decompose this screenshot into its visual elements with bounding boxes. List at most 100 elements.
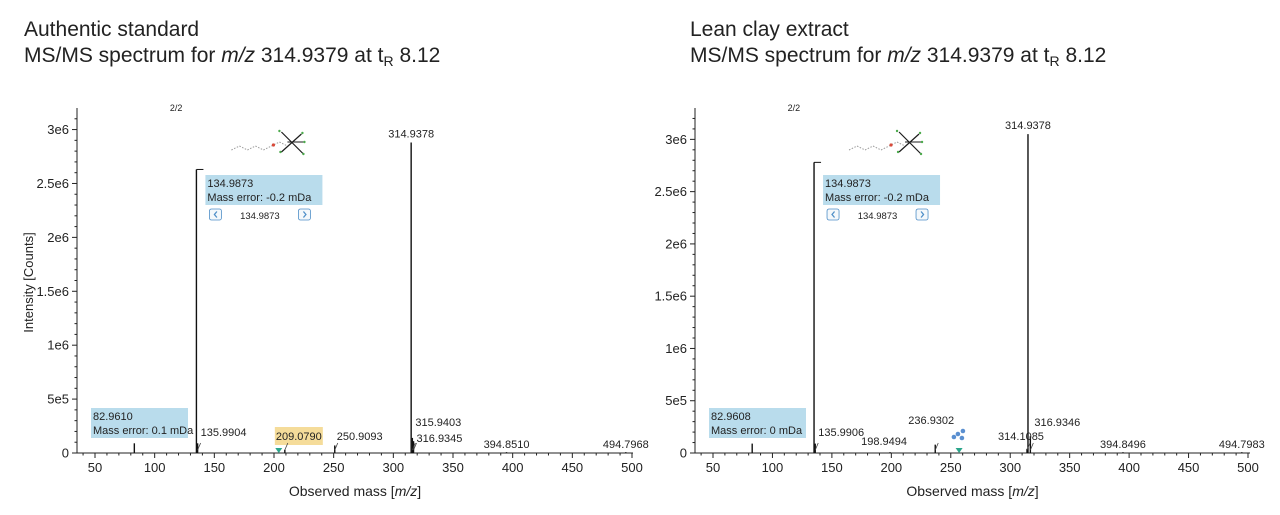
peak-label: 198.9494 [861,436,907,448]
y-tick-label: 1.5e6 [36,284,69,299]
label-leader [814,442,819,451]
left-panel-title: Authentic standard MS/MS spectrum for m/… [24,17,440,69]
peak-label: 314.9378 [388,129,434,141]
annotation-mass-error: Mass error: -0.2 mDa [825,192,930,204]
y-axis-label: Intensity [Counts] [21,232,36,332]
label-leader [197,442,201,451]
annotation-box [709,408,806,438]
label-leader [413,442,417,451]
annotation-value: 134.9873 [825,178,871,190]
y-tick-label: 2.5e6 [36,176,69,191]
peak-label: 314.9378 [1005,120,1051,132]
x-axis-label: Observed mass [m/z] [906,483,1038,499]
nav-next-button[interactable] [915,208,929,221]
right-title-line2: MS/MS spectrum for m/z 314.9379 at tR 8.… [690,44,1107,69]
x-tick-label: 50 [88,460,102,475]
nav-next-icon [302,211,307,218]
peak-label: 135.9904 [201,427,247,439]
nav-next-button[interactable] [298,208,311,221]
peak-label: 494.7968 [603,439,649,451]
x-tick-label: 350 [442,460,464,475]
x-tick-label: 200 [880,460,902,475]
peak-label: 314.1085 [998,431,1044,443]
x-tick-label: 150 [203,460,225,475]
nav-prev-button[interactable] [826,208,840,221]
label-leader [1029,442,1034,451]
highlight-box [274,427,323,445]
peak-label: 394.8496 [1100,439,1146,451]
label-leader [284,442,289,451]
x-tick-label: 300 [382,460,404,475]
annotation-mass-error: Mass error: 0.1 mDa [93,425,194,437]
x-tick-label: 250 [940,460,962,475]
peak-label: 494.7983 [1219,439,1265,451]
x-tick-label: 450 [561,460,583,475]
peak-label: 236.9302 [908,415,954,427]
cluster-dot [959,435,965,441]
annotation-box [205,175,323,205]
peak-label: 250.9093 [337,431,383,443]
x-tick-label: 500 [621,460,643,475]
x-tick-label: 500 [1237,460,1259,475]
annotation-nav-value: 134.9873 [858,211,898,222]
x-tick-label: 450 [1178,460,1200,475]
nav-prev-icon [213,211,218,218]
x-tick-label: 250 [323,460,345,475]
peak-label: 209.0790 [276,431,322,443]
annotation-mass-error: Mass error: 0 mDa [711,425,803,437]
molecule-structure-icon [848,129,924,156]
annotation-value: 82.9608 [711,411,751,423]
x-tick-label: 200 [263,460,285,475]
y-tick-label: 2e6 [665,236,687,251]
y-tick-label: 0 [62,446,69,461]
x-tick-label: 300 [999,460,1021,475]
peak-label: 316.9345 [417,433,463,445]
y-tick-label: 3e6 [47,122,69,137]
annotation-value: 82.9610 [93,411,133,423]
cluster-dot [960,428,966,434]
label-leader [334,442,339,451]
x-tick-label: 100 [144,460,166,475]
y-tick-label: 1e6 [47,338,69,353]
spectrum-panel-2: 50 100 150 200 250 300 350 400 450 500 0 5e5 1e6 1.5e… [654,103,1264,499]
x-tick-label: 400 [1118,460,1140,475]
x-tick-label: 350 [1059,460,1081,475]
y-tick-label: 2.5e6 [654,184,687,199]
page-indicator: 2/2 [788,103,801,113]
annotation-nav-value: 134.9873 [240,211,280,222]
x-tick-label: 400 [502,460,524,475]
cluster-dot [951,434,957,440]
y-tick-label: 2e6 [47,230,69,245]
cluster-dot [955,431,961,437]
x-tick-label: 100 [762,460,784,475]
page-indicator: 2/2 [170,103,183,113]
nav-next-icon [920,211,925,218]
x-axis-label: Observed mass [m/z] [289,483,421,499]
nav-prev-icon [831,211,836,218]
y-tick-label: 1e6 [665,341,687,356]
spectrum-panel-1: 50 100 150 200 250 300 350 400 450 500 0 5e5 1e6 1.5e… [21,103,649,499]
y-tick-label: 5e5 [47,392,69,407]
annotation-mass-error: Mass error: -0.2 mDa [207,192,312,204]
left-title-line2: MS/MS spectrum for m/z 314.9379 at tR 8.… [24,44,441,69]
peak-label: 316.9346 [1034,417,1080,429]
y-tick-label: 1.5e6 [654,289,687,304]
molecule-structure-icon [231,129,306,156]
annotation-box [91,408,188,438]
marker-triangle [955,448,963,453]
left-title-line1: Authentic standard [24,18,200,41]
label-leader [411,442,416,451]
right-title-line1: Lean clay extract [690,18,849,41]
right-panel-title: Lean clay extract MS/MS spectrum for m/z… [690,17,1106,69]
x-tick-label: 150 [821,460,843,475]
peak-label: 135.9906 [818,427,864,439]
label-leader [1026,442,1031,451]
x-tick-label: 50 [706,460,720,475]
peak-label: 394.8510 [484,439,530,451]
label-leader [934,442,939,451]
peak-label: 315.9403 [415,417,461,429]
nav-prev-button[interactable] [209,208,222,221]
y-tick-label: 0 [680,446,687,461]
annotation-value: 134.9873 [207,178,253,190]
